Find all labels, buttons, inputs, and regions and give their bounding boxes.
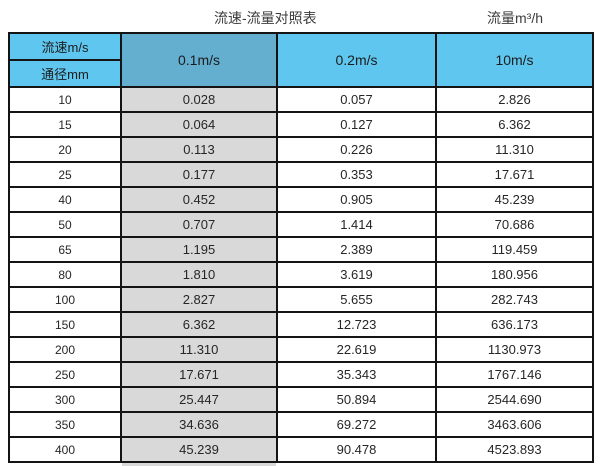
- diameter-cell: 65: [8, 236, 122, 263]
- table-row: 150 6.362 12.723 636.173: [8, 311, 594, 338]
- value-cell-10ms: 1130.973: [435, 336, 594, 363]
- table-row: 250 17.671 35.343 1767.146: [8, 361, 594, 388]
- value-cell-0-1ms: 45.239: [120, 436, 278, 463]
- table-body: 10 0.028 0.057 2.826 15 0.064 0.127 6.36…: [8, 86, 594, 463]
- column-header-0-1ms: 0.1m/s: [120, 32, 278, 88]
- value-cell-0-2ms: 0.057: [276, 86, 437, 113]
- table-row: 80 1.810 3.619 180.956: [8, 261, 594, 288]
- diameter-cell: 80: [8, 261, 122, 288]
- value-cell-0-1ms: 0.113: [120, 136, 278, 163]
- diameter-cell: 40: [8, 186, 122, 213]
- table-row: 65 1.195 2.389 119.459: [8, 236, 594, 263]
- table-row: 200 11.310 22.619 1130.973: [8, 336, 594, 363]
- value-cell-0-1ms: 1.810: [120, 261, 278, 288]
- value-cell-10ms: 2544.690: [435, 386, 594, 413]
- value-cell-0-2ms: 0.226: [276, 136, 437, 163]
- value-cell-0-2ms: 12.723: [276, 311, 437, 338]
- value-cell-0-2ms: 90.478: [276, 436, 437, 463]
- table-header: 流速m/s 0.1m/s 0.2m/s 10m/s 通径mm: [8, 32, 594, 88]
- table-row: 50 0.707 1.414 70.686: [8, 211, 594, 238]
- value-cell-10ms: 2.826: [435, 86, 594, 113]
- value-cell-10ms: 6.362: [435, 111, 594, 138]
- value-cell-10ms: 282.743: [435, 286, 594, 313]
- value-cell-10ms: 636.173: [435, 311, 594, 338]
- value-cell-0-2ms: 0.353: [276, 161, 437, 188]
- value-cell-0-1ms: 34.636: [120, 411, 278, 438]
- value-cell-10ms: 1767.146: [435, 361, 594, 388]
- diameter-cell: 50: [8, 211, 122, 238]
- table-row: 350 34.636 69.272 3463.606: [8, 411, 594, 438]
- value-cell-0-2ms: 22.619: [276, 336, 437, 363]
- value-cell-0-1ms: 25.447: [120, 386, 278, 413]
- column-header-0-2ms: 0.2m/s: [276, 32, 437, 88]
- value-cell-0-1ms: 11.310: [120, 336, 278, 363]
- header-row-velocity: 流速m/s 0.1m/s 0.2m/s 10m/s: [8, 32, 594, 88]
- value-cell-0-2ms: 0.127: [276, 111, 437, 138]
- diameter-cell: 10: [8, 86, 122, 113]
- value-cell-0-2ms: 2.389: [276, 236, 437, 263]
- table-row: 100 2.827 5.655 282.743: [8, 286, 594, 313]
- header-row-diameter: 通径mm: [8, 59, 593, 88]
- table-row: 300 25.447 50.894 2544.690: [8, 386, 594, 413]
- table-row: 10 0.028 0.057 2.826: [8, 86, 594, 113]
- diameter-cell: 15: [8, 111, 122, 138]
- value-cell-0-1ms: 0.707: [120, 211, 278, 238]
- diameter-cell: 350: [8, 411, 122, 438]
- value-cell-0-1ms: 1.195: [120, 236, 278, 263]
- value-cell-0-2ms: 5.655: [276, 286, 437, 313]
- value-cell-0-1ms: 6.362: [120, 311, 278, 338]
- diameter-cell: 100: [8, 286, 122, 313]
- table-row: 20 0.113 0.226 11.310: [8, 136, 594, 163]
- diameter-cell: 25: [8, 161, 122, 188]
- value-cell-0-1ms: 2.827: [120, 286, 278, 313]
- value-cell-10ms: 180.956: [435, 261, 594, 288]
- table-row: 400 45.239 90.478 4523.893: [8, 436, 594, 463]
- value-cell-10ms: 17.671: [435, 161, 594, 188]
- diameter-axis-label: 通径mm: [8, 59, 122, 88]
- value-cell-0-1ms: 0.177: [120, 161, 278, 188]
- velocity-axis-label: 流速m/s: [8, 32, 122, 61]
- value-cell-0-1ms: 0.452: [120, 186, 278, 213]
- value-cell-0-2ms: 69.272: [276, 411, 437, 438]
- diameter-cell: 250: [8, 361, 122, 388]
- diameter-cell: 400: [8, 436, 122, 463]
- diameter-cell: 200: [8, 336, 122, 363]
- value-cell-0-1ms: 0.028: [120, 86, 278, 113]
- table-row: 15 0.064 0.127 6.362: [8, 111, 594, 138]
- flow-rate-table: 流速m/s 0.1m/s 0.2m/s 10m/s 通径mm 10 0.028 …: [8, 32, 594, 463]
- value-cell-0-1ms: 0.064: [120, 111, 278, 138]
- column-header-10ms: 10m/s: [435, 32, 594, 88]
- value-cell-10ms: 45.239: [435, 186, 594, 213]
- flow-unit-label: 流量m³/h: [487, 10, 543, 26]
- diameter-cell: 20: [8, 136, 122, 163]
- title-bar: 流速-流量对照表 流量m³/h: [0, 0, 600, 32]
- table-row: 40 0.452 0.905 45.239: [8, 186, 594, 213]
- value-cell-10ms: 4523.893: [435, 436, 594, 463]
- value-cell-0-2ms: 0.905: [276, 186, 437, 213]
- value-cell-0-1ms: 17.671: [120, 361, 278, 388]
- table-row: 25 0.177 0.353 17.671: [8, 161, 594, 188]
- value-cell-0-2ms: 35.343: [276, 361, 437, 388]
- value-cell-0-2ms: 50.894: [276, 386, 437, 413]
- value-cell-10ms: 70.686: [435, 211, 594, 238]
- value-cell-0-2ms: 3.619: [276, 261, 437, 288]
- value-cell-10ms: 119.459: [435, 236, 594, 263]
- page-title: 流速-流量对照表: [214, 10, 317, 26]
- value-cell-0-2ms: 1.414: [276, 211, 437, 238]
- diameter-cell: 300: [8, 386, 122, 413]
- diameter-cell: 150: [8, 311, 122, 338]
- value-cell-10ms: 11.310: [435, 136, 594, 163]
- value-cell-10ms: 3463.606: [435, 411, 594, 438]
